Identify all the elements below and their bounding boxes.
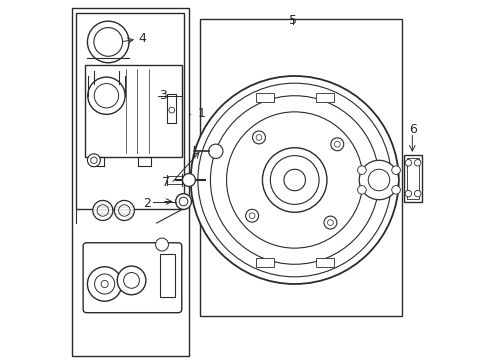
Circle shape — [334, 141, 340, 147]
Circle shape — [414, 159, 420, 166]
Bar — [315, 258, 333, 267]
Circle shape — [391, 166, 400, 175]
Circle shape — [179, 197, 187, 206]
Circle shape — [155, 238, 168, 251]
Circle shape — [87, 21, 129, 63]
Circle shape — [114, 201, 134, 221]
Circle shape — [226, 112, 362, 248]
Text: 4: 4 — [139, 32, 146, 45]
Circle shape — [210, 96, 378, 264]
Circle shape — [245, 209, 258, 222]
Circle shape — [117, 266, 145, 295]
Circle shape — [101, 280, 108, 288]
Bar — [72, 8, 188, 356]
Circle shape — [357, 185, 366, 194]
Circle shape — [414, 190, 420, 197]
Circle shape — [119, 205, 130, 216]
Circle shape — [252, 131, 265, 144]
Circle shape — [284, 169, 305, 191]
Circle shape — [190, 76, 398, 284]
Circle shape — [262, 148, 326, 212]
Bar — [406, 158, 418, 199]
Bar — [315, 93, 333, 102]
Bar — [255, 258, 273, 267]
Circle shape — [182, 174, 195, 186]
Circle shape — [357, 166, 366, 175]
Circle shape — [88, 77, 125, 114]
Bar — [199, 19, 402, 316]
Circle shape — [198, 83, 391, 277]
Text: 2: 2 — [143, 197, 151, 210]
Bar — [255, 93, 273, 102]
Circle shape — [327, 220, 333, 225]
Circle shape — [123, 273, 139, 288]
Bar — [403, 155, 421, 202]
Bar — [160, 253, 174, 297]
Text: 5: 5 — [288, 14, 296, 27]
Circle shape — [94, 84, 119, 108]
Bar — [167, 94, 176, 123]
Text: 6: 6 — [408, 123, 416, 136]
Circle shape — [168, 107, 174, 113]
Circle shape — [93, 201, 113, 221]
Circle shape — [87, 267, 122, 301]
Circle shape — [256, 135, 261, 140]
Bar — [76, 13, 183, 209]
Circle shape — [94, 28, 122, 56]
Circle shape — [391, 185, 400, 194]
Circle shape — [330, 138, 343, 151]
Circle shape — [175, 194, 191, 210]
Circle shape — [405, 190, 411, 197]
Circle shape — [405, 159, 411, 166]
Circle shape — [90, 157, 97, 163]
Circle shape — [359, 160, 398, 200]
Circle shape — [97, 205, 108, 216]
FancyBboxPatch shape — [83, 243, 182, 313]
Circle shape — [324, 216, 336, 229]
Circle shape — [249, 213, 254, 219]
Bar — [85, 65, 182, 157]
Circle shape — [94, 274, 115, 294]
Circle shape — [87, 154, 100, 167]
Circle shape — [270, 156, 319, 204]
Text: 1: 1 — [198, 107, 205, 120]
Text: 3: 3 — [159, 89, 167, 102]
Text: 7: 7 — [162, 176, 169, 189]
Circle shape — [367, 169, 389, 191]
Circle shape — [208, 144, 223, 158]
